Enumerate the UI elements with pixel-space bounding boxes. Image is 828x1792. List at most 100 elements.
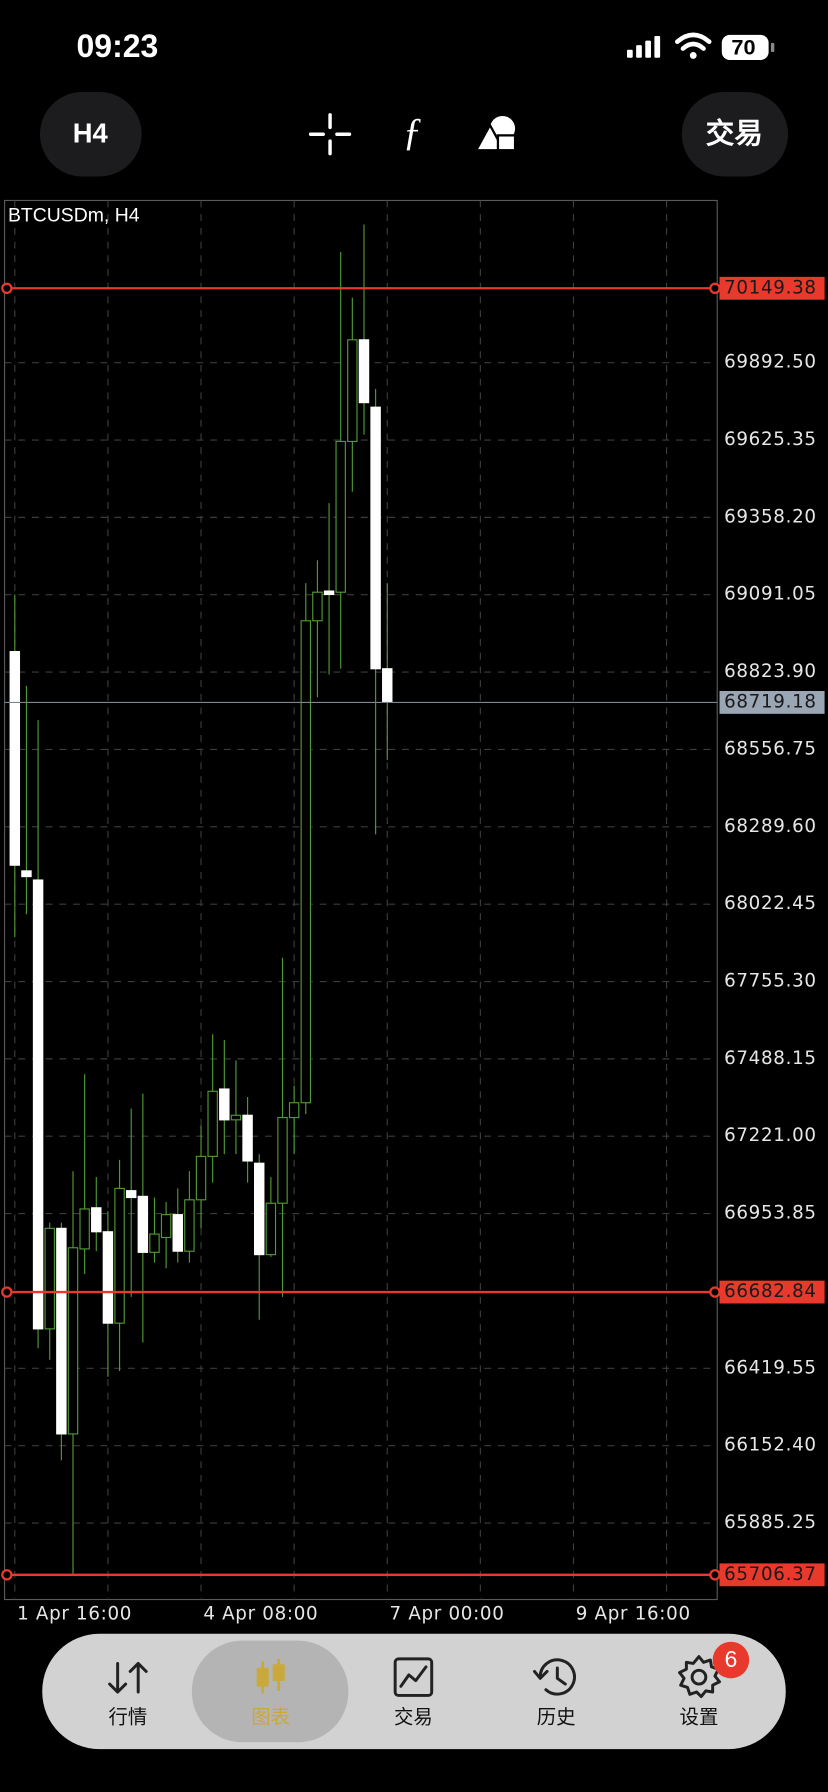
level-label-box [719, 1563, 825, 1587]
candle-body [300, 620, 312, 1104]
level-handle [1, 1569, 13, 1581]
candle-body [172, 1214, 183, 1252]
candle-body [67, 1247, 79, 1435]
candle-body [9, 651, 21, 866]
level-handle [709, 1569, 721, 1581]
x-tick-label: 7 Apr 00:00 [390, 1603, 505, 1624]
settings-tab-icon[interactable] [678, 1655, 721, 1699]
candle-body [21, 870, 32, 878]
y-tick-label: 65885.25 [724, 1512, 817, 1533]
level-handle [1, 282, 13, 294]
y-tick-label: 69091.05 [724, 584, 817, 605]
chart-title: BTCUSDm, H4 [8, 205, 140, 227]
current-price-label: 68719.18 [724, 691, 817, 712]
objects-icon[interactable] [474, 115, 517, 152]
candle-body [382, 668, 393, 703]
y-tick-label: 68289.60 [724, 816, 817, 837]
indicator-icon[interactable]: ƒ [403, 110, 422, 153]
candle-body [358, 339, 370, 404]
candle-body [32, 879, 44, 1330]
y-tick-label: 69892.50 [724, 352, 817, 373]
levels: 70149.38 66682.84 65706.37 68719.18 [1, 276, 825, 1587]
level-label-box [719, 276, 825, 300]
wifi-icon [674, 32, 712, 59]
candle-body [149, 1233, 160, 1253]
badge [712, 1641, 750, 1679]
candle-body [160, 1214, 172, 1239]
candle-body [44, 1227, 55, 1330]
candle-body [102, 1231, 114, 1324]
candle-body [288, 1102, 300, 1119]
grid [4, 200, 718, 1600]
tab-label: 历史 [537, 1706, 576, 1728]
y-tick-label: 66152.40 [724, 1435, 817, 1456]
battery [721, 34, 769, 61]
chart-frame [3, 199, 718, 1601]
y-tick-label: 66419.55 [724, 1357, 817, 1378]
candle-body [335, 440, 346, 593]
trade-tab-icon[interactable] [393, 1657, 434, 1697]
y-tick-label: 68022.45 [724, 893, 817, 914]
candle-body [56, 1227, 67, 1435]
level-label: 70149.38 [724, 277, 817, 298]
tab-label: 设置 [680, 1706, 719, 1728]
level-label: 66682.84 [724, 1281, 817, 1302]
candle-body [230, 1114, 242, 1121]
trade-button-label: 交易 [706, 117, 763, 150]
level-handle [709, 282, 721, 294]
candle-body [219, 1088, 230, 1121]
candle-body [254, 1162, 265, 1256]
tab-bar [42, 1633, 786, 1750]
tab-label: 行情 [108, 1706, 147, 1728]
y-tick-label: 67221.00 [724, 1125, 817, 1146]
chart: 70149.38 66682.84 65706.37 68719.18 BTCUSDm… [1, 199, 825, 1601]
candle-body [265, 1202, 277, 1256]
candles [9, 224, 393, 1575]
clock: 09:23 [77, 28, 159, 64]
candle-body [323, 590, 335, 596]
history-tab-icon[interactable] [533, 1658, 576, 1696]
candle-body [277, 1116, 288, 1204]
x-tick-label: 1 Apr 16:00 [17, 1603, 132, 1624]
candle-body [207, 1090, 218, 1157]
candle-body [347, 339, 358, 443]
quotes-icon[interactable] [108, 1661, 148, 1694]
tab-label: 交易 [394, 1706, 433, 1728]
signal-icon [626, 36, 661, 58]
candle-body [79, 1208, 90, 1250]
candle-body [312, 591, 323, 622]
trade-button[interactable] [681, 91, 789, 177]
chart-tab-icon[interactable] [256, 1658, 285, 1694]
level-label-box [719, 1280, 825, 1304]
candle-body [91, 1207, 102, 1233]
crosshair-icon[interactable] [308, 113, 352, 156]
candle-body [195, 1155, 207, 1201]
x-tick-label: 9 Apr 16:00 [576, 1603, 691, 1624]
tab-label: 图表 [251, 1706, 290, 1728]
candle-body [125, 1190, 137, 1199]
candle-body [137, 1195, 149, 1253]
y-tick-label: 69358.20 [724, 506, 817, 527]
candle-body [114, 1187, 125, 1324]
y-tick-label: 66953.85 [724, 1203, 817, 1224]
battery-level: 70 [731, 34, 755, 59]
y-tick-label: 67755.30 [724, 971, 817, 992]
candle-body [242, 1114, 253, 1162]
x-tick-label: 4 Apr 08:00 [203, 1603, 318, 1624]
y-tick-label: 69625.35 [724, 429, 817, 450]
level-handle [709, 1286, 721, 1298]
battery-cap [770, 42, 775, 53]
candle-body [184, 1199, 195, 1252]
level-handle [1, 1286, 13, 1298]
timeframe-label: H4 [73, 118, 109, 149]
y-tick-label: 67488.15 [724, 1048, 817, 1069]
timeframe-button[interactable] [39, 91, 142, 177]
current-price-box [719, 690, 825, 714]
y-tick-label: 68823.90 [724, 661, 817, 682]
level-label: 65706.37 [724, 1564, 817, 1585]
y-tick-label: 68556.75 [724, 738, 817, 759]
tab-labels: 行情 图表 交易 历史 设置 [108, 1706, 718, 1728]
